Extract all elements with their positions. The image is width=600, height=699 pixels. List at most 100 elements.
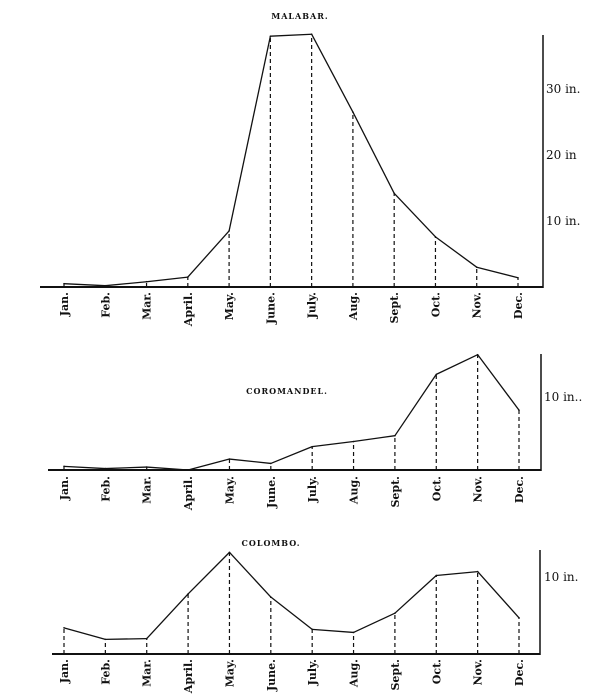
month-label: Sept. [388, 292, 401, 324]
rainfall-line-segment [436, 570, 478, 577]
month-label: May. [223, 476, 236, 504]
data-point [435, 373, 438, 376]
month-label: July. [306, 476, 319, 503]
data-point [311, 628, 313, 631]
data-point [352, 631, 355, 634]
y-tick-label: 10 in. [544, 570, 578, 584]
data-point [269, 35, 272, 37]
rainfall-line-segment [228, 36, 271, 232]
data-point [393, 192, 395, 195]
month-label: Jan. [58, 659, 71, 684]
data-point [352, 440, 355, 443]
y-tick-label: 20 in [546, 148, 577, 162]
month-label: Feb. [99, 292, 112, 318]
month-label: Oct. [430, 659, 443, 684]
month-label: Aug. [348, 476, 361, 505]
month-label: Nov. [472, 659, 485, 686]
month-label: April. [182, 292, 195, 327]
month-label: May. [223, 292, 236, 320]
chart-title: COROMANDEL. [246, 386, 328, 396]
data-point [310, 33, 313, 36]
month-label: Mar. [141, 292, 154, 320]
rainfall-line-segment [146, 593, 189, 640]
data-point [145, 466, 148, 468]
data-point [63, 282, 65, 285]
rainfall-line-segment [435, 354, 478, 375]
month-label: Jan. [58, 292, 71, 317]
rainfall-line-segment [353, 612, 396, 634]
month-label: Oct. [430, 476, 443, 501]
rainfall-line-segment [270, 446, 313, 465]
rainfall-line-segment [394, 574, 437, 614]
rainfall-line-segment [229, 458, 271, 465]
rainfall-line-segment [63, 465, 106, 470]
rainfall-line-segment [312, 440, 354, 448]
data-point [228, 551, 231, 554]
y-tick-label: 10 in. [546, 214, 580, 228]
month-label: June. [265, 476, 278, 509]
month-label: July. [306, 292, 319, 319]
month-label: April. [182, 476, 195, 511]
month-label: Nov. [472, 476, 485, 503]
data-point [228, 458, 231, 460]
rainfall-line-segment [146, 276, 188, 283]
data-point [63, 465, 65, 468]
data-point [63, 627, 65, 629]
month-label: Nov. [471, 292, 484, 319]
rainfall-line-segment [353, 435, 395, 443]
month-label: Mar. [141, 476, 154, 504]
rainfall-line-segment [63, 283, 106, 287]
month-label: Mar. [141, 659, 154, 687]
data-point [311, 445, 313, 448]
data-point [228, 230, 230, 232]
rainfall-line-segment [187, 551, 230, 595]
month-label: Aug. [347, 292, 360, 321]
rainfall-line-segment [477, 354, 520, 411]
rainfall-line-segment [270, 596, 313, 630]
rainfall-line-segment [394, 374, 437, 437]
y-tick-label: 30 in. [546, 82, 580, 96]
data-point [476, 353, 479, 356]
rainfall-line-segment [270, 33, 312, 37]
month-label: May. [223, 659, 236, 687]
month-label: July. [306, 659, 319, 686]
rainfall-line-segment [105, 281, 147, 287]
rainfall-line-segment [105, 466, 147, 470]
data-point [104, 284, 107, 287]
month-label: Oct. [429, 292, 442, 317]
rainfall-line-segment [352, 111, 395, 194]
month-label: Dec. [513, 476, 526, 503]
data-point [104, 638, 107, 641]
data-point [187, 469, 189, 471]
rainfall-line-segment [476, 266, 519, 279]
month-label: Sept. [389, 476, 402, 508]
data-point [104, 467, 107, 470]
data-point [394, 434, 396, 437]
month-label: Feb. [99, 659, 112, 685]
y-tick-label: 10 in.. [544, 390, 582, 404]
data-point [187, 593, 189, 595]
rainfall-line-segment [311, 33, 354, 113]
month-label: April. [182, 659, 195, 694]
data-point [145, 637, 148, 640]
rainfall-line-segment [312, 628, 354, 634]
rainfall-line-segment [393, 192, 436, 238]
data-point [187, 276, 189, 278]
data-point [476, 570, 479, 573]
data-point [518, 409, 520, 411]
month-label: June. [265, 659, 278, 692]
data-point [394, 612, 396, 614]
rainfall-line-segment [146, 466, 189, 471]
month-label: Dec. [512, 292, 525, 319]
month-label: Aug. [348, 659, 361, 688]
month-label: June. [264, 292, 277, 325]
data-point [145, 280, 148, 283]
data-point [270, 462, 272, 465]
month-label: Sept. [389, 659, 402, 691]
chart-title: COLOMBO. [242, 538, 301, 548]
data-point [352, 111, 354, 113]
rainfall-line-segment [477, 571, 520, 619]
rainfall-line-segment [105, 637, 147, 641]
